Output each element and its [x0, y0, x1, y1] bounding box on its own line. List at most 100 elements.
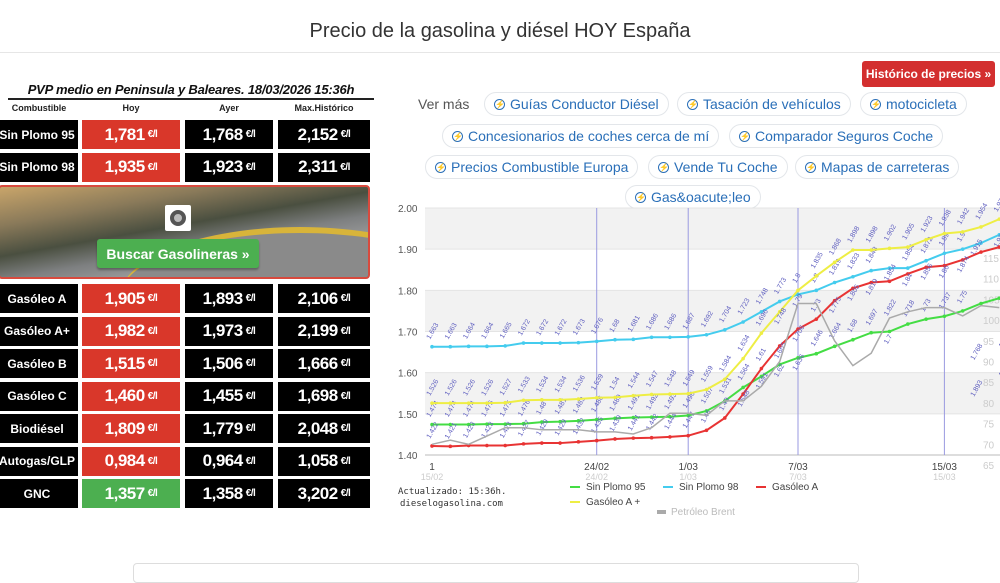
content-box [133, 563, 859, 583]
unit-label: €/l [341, 488, 351, 499]
link-pill[interactable]: ⚡Precios Combustible Europa [425, 155, 638, 179]
price-value: 1,515 [105, 354, 145, 374]
header-ayer: Ayer [185, 103, 273, 113]
data-point [760, 367, 764, 371]
data-point [979, 250, 983, 254]
price-value: 1,973 [203, 321, 243, 341]
data-point [595, 396, 599, 400]
price-value: 1,506 [203, 354, 243, 374]
price-value: 2,311 [298, 157, 337, 177]
price-value: 1,809 [105, 419, 145, 439]
data-point [741, 357, 745, 361]
y2-tick-label: 85 [983, 378, 995, 389]
data-point [869, 331, 873, 335]
price-value: 1,358 [203, 484, 243, 504]
data-point [449, 401, 453, 405]
data-point [961, 247, 965, 251]
data-point [503, 344, 507, 348]
unit-label: €/l [148, 326, 158, 337]
data-point [851, 248, 855, 252]
link-label: Comparador Seguros Coche [755, 128, 933, 144]
updated-time: Actualizado: 15:36h. [398, 486, 506, 498]
data-point [705, 388, 709, 392]
price-max: 1,058€/l [278, 447, 370, 476]
y2-tick-label: 95 [983, 337, 995, 348]
price-value: 1,768 [203, 125, 243, 145]
fuel-name: Sin Plomo 95 [0, 120, 78, 149]
fuel-name: Gasóleo C [0, 382, 78, 411]
unit-label: €/l [148, 488, 158, 499]
data-point [503, 401, 507, 405]
price-value: 1,455 [203, 386, 243, 406]
data-point [503, 444, 507, 448]
price-max: 1,666€/l [278, 349, 370, 378]
data-label: 1.444 [664, 412, 679, 431]
bolt-icon: ⚡ [435, 162, 446, 173]
data-label: 1.856 [920, 263, 935, 282]
price-yesterday: 1,923€/l [185, 153, 273, 182]
unit-label: €/l [148, 391, 158, 402]
data-label: 1.874 [956, 255, 971, 274]
unit-label: €/l [246, 391, 256, 402]
data-point [906, 266, 910, 270]
price-value: 1,982 [105, 321, 145, 341]
price-yesterday: 1,779€/l [185, 414, 273, 443]
unit-label: €/l [148, 456, 158, 467]
x-tick-sublabel: 15/02 [421, 472, 444, 482]
data-point [833, 261, 837, 265]
data-point [723, 416, 727, 420]
data-label: 1.973 [993, 194, 1000, 213]
unit-label: €/l [246, 129, 256, 140]
legend-label: Gasóleo A [772, 482, 818, 493]
data-point [595, 340, 599, 344]
link-pill[interactable]: ⚡Comparador Seguros Coche [729, 124, 943, 148]
data-label: 1.441 [627, 413, 642, 432]
price-today: 0,984€/l [82, 447, 180, 476]
price-value: 1,666 [298, 354, 338, 374]
link-pill[interactable]: ⚡Vende Tu Coche [648, 155, 788, 179]
link-pill[interactable]: ⚡Tasación de vehículos [677, 92, 851, 116]
data-point [540, 341, 544, 345]
price-value: 1,698 [298, 386, 338, 406]
price-value: 3,202 [298, 484, 338, 504]
price-history-button[interactable]: Histórico de precios » [862, 61, 995, 87]
unit-label: €/l [246, 423, 256, 434]
link-pill[interactable]: ⚡Mapas de carreteras [795, 155, 959, 179]
unit-label: €/l [148, 423, 158, 434]
bolt-icon: ⚡ [687, 99, 698, 110]
price-today: 1,515€/l [82, 349, 180, 378]
price-value: 1,460 [105, 386, 145, 406]
data-label: 1.7 [883, 333, 894, 345]
bolt-icon: ⚡ [494, 99, 505, 110]
y2-tick-label: 90 [983, 358, 995, 369]
link-pill[interactable]: ⚡motocicleta [860, 92, 967, 116]
fuel-name: GNC [0, 479, 78, 508]
search-stations-button[interactable]: Buscar Gasolineras » [97, 239, 259, 268]
data-point [485, 401, 489, 405]
price-value: 1,779 [203, 419, 243, 439]
data-label: 1.636 [792, 353, 807, 372]
y-tick-label: 1.80 [398, 286, 418, 297]
unit-label: €/l [340, 162, 350, 173]
data-point [796, 289, 800, 293]
price-max: 2,311€/l [278, 153, 370, 182]
data-point [449, 345, 453, 349]
y2-tick-label: 115 [983, 254, 999, 265]
fuel-name: Biodiésel [0, 414, 78, 443]
data-label: 1.61 [755, 347, 768, 362]
data-point [430, 345, 434, 349]
data-label: 1.422 [426, 421, 441, 440]
link-pill[interactable]: ⚡Guías Conductor Diésel [484, 92, 669, 116]
data-point [906, 245, 910, 249]
data-point [723, 377, 727, 381]
data-point [595, 439, 599, 443]
price-today: 1,781€/l [82, 120, 180, 149]
data-point [668, 435, 672, 439]
x-tick-sublabel: 15/03 [933, 472, 956, 482]
price-yesterday: 1,973€/l [185, 317, 273, 346]
link-pill[interactable]: ⚡Concesionarios de coches cerca de mí [442, 124, 719, 148]
data-point [851, 338, 855, 342]
y-tick-label: 1.60 [398, 369, 418, 380]
search-banner[interactable]: Buscar Gasolineras » [0, 185, 370, 279]
data-point [705, 429, 709, 433]
